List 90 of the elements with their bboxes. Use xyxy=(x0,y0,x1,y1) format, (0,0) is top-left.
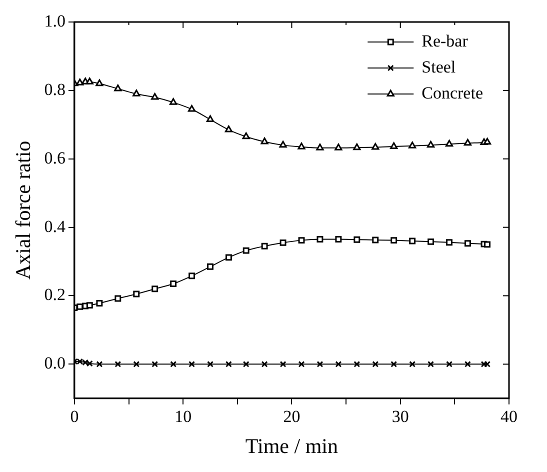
point xyxy=(298,360,305,368)
point xyxy=(372,236,379,244)
point xyxy=(170,360,177,368)
point xyxy=(261,360,268,368)
point xyxy=(316,360,324,368)
point xyxy=(335,360,342,368)
point xyxy=(372,360,379,368)
point xyxy=(152,360,158,368)
legend-label: Steel xyxy=(422,57,456,76)
point xyxy=(354,236,360,243)
point xyxy=(464,138,472,146)
point xyxy=(390,237,398,244)
y-axis-title: Axial force ratio xyxy=(11,140,36,280)
text: 0.0 xyxy=(44,354,66,373)
point xyxy=(151,93,159,100)
y-tick-label: 0.6 xyxy=(44,148,66,168)
point xyxy=(390,142,398,150)
point xyxy=(133,290,140,298)
point xyxy=(96,300,103,306)
point xyxy=(427,140,435,148)
point xyxy=(207,263,214,270)
point xyxy=(224,126,232,132)
x-tick-label: 40 xyxy=(500,407,518,426)
point xyxy=(298,142,306,150)
point xyxy=(242,360,250,368)
y-tick-label: 0.4 xyxy=(44,216,66,236)
point xyxy=(132,90,140,96)
point xyxy=(372,142,380,150)
point xyxy=(207,360,214,368)
legend-label: Re-bar xyxy=(422,31,468,50)
x-tick-label: 30 xyxy=(392,407,409,426)
point xyxy=(409,238,416,244)
point xyxy=(242,247,250,254)
point xyxy=(76,78,84,86)
y-tick-label: 0.8 xyxy=(44,80,66,99)
point xyxy=(170,98,178,105)
point xyxy=(206,115,214,122)
point xyxy=(353,143,361,150)
point xyxy=(114,360,122,368)
point xyxy=(170,280,177,287)
point xyxy=(152,286,158,292)
point xyxy=(484,241,490,248)
point xyxy=(298,237,305,244)
point xyxy=(96,79,104,86)
x-tick-label: 0 xyxy=(70,407,79,426)
point xyxy=(280,239,286,246)
legend-label: Concrete xyxy=(422,83,483,102)
point xyxy=(445,140,454,147)
point xyxy=(96,360,103,368)
point xyxy=(484,360,490,368)
point xyxy=(446,360,452,368)
point xyxy=(188,105,196,112)
point xyxy=(242,132,250,140)
point xyxy=(188,272,196,280)
point xyxy=(114,295,122,302)
point xyxy=(260,138,268,144)
point xyxy=(82,359,89,366)
x-axis-title: Time / min xyxy=(245,434,339,458)
point xyxy=(279,140,287,148)
point xyxy=(114,84,122,92)
point xyxy=(261,242,268,250)
point xyxy=(86,78,94,84)
point xyxy=(225,360,232,368)
point xyxy=(464,360,471,368)
x-tick-label: 20 xyxy=(283,407,300,426)
point xyxy=(408,142,416,148)
point xyxy=(316,236,324,243)
point xyxy=(428,360,434,368)
point xyxy=(446,239,452,246)
point xyxy=(316,144,324,150)
point xyxy=(483,138,492,145)
point xyxy=(409,360,416,368)
point xyxy=(280,360,286,368)
point xyxy=(334,144,342,150)
text: 1.0 xyxy=(44,11,66,30)
point xyxy=(464,240,471,247)
point xyxy=(86,360,93,367)
point xyxy=(76,303,84,310)
point xyxy=(86,302,93,309)
point xyxy=(428,238,434,245)
x-tick-label: 10 xyxy=(174,407,192,426)
point xyxy=(133,360,140,368)
point xyxy=(188,360,196,368)
point xyxy=(390,360,398,368)
point xyxy=(225,254,232,261)
point xyxy=(76,358,84,365)
point xyxy=(480,360,488,368)
y-tick-label: 0.2 xyxy=(44,285,66,304)
point xyxy=(335,236,342,243)
point xyxy=(354,360,360,368)
